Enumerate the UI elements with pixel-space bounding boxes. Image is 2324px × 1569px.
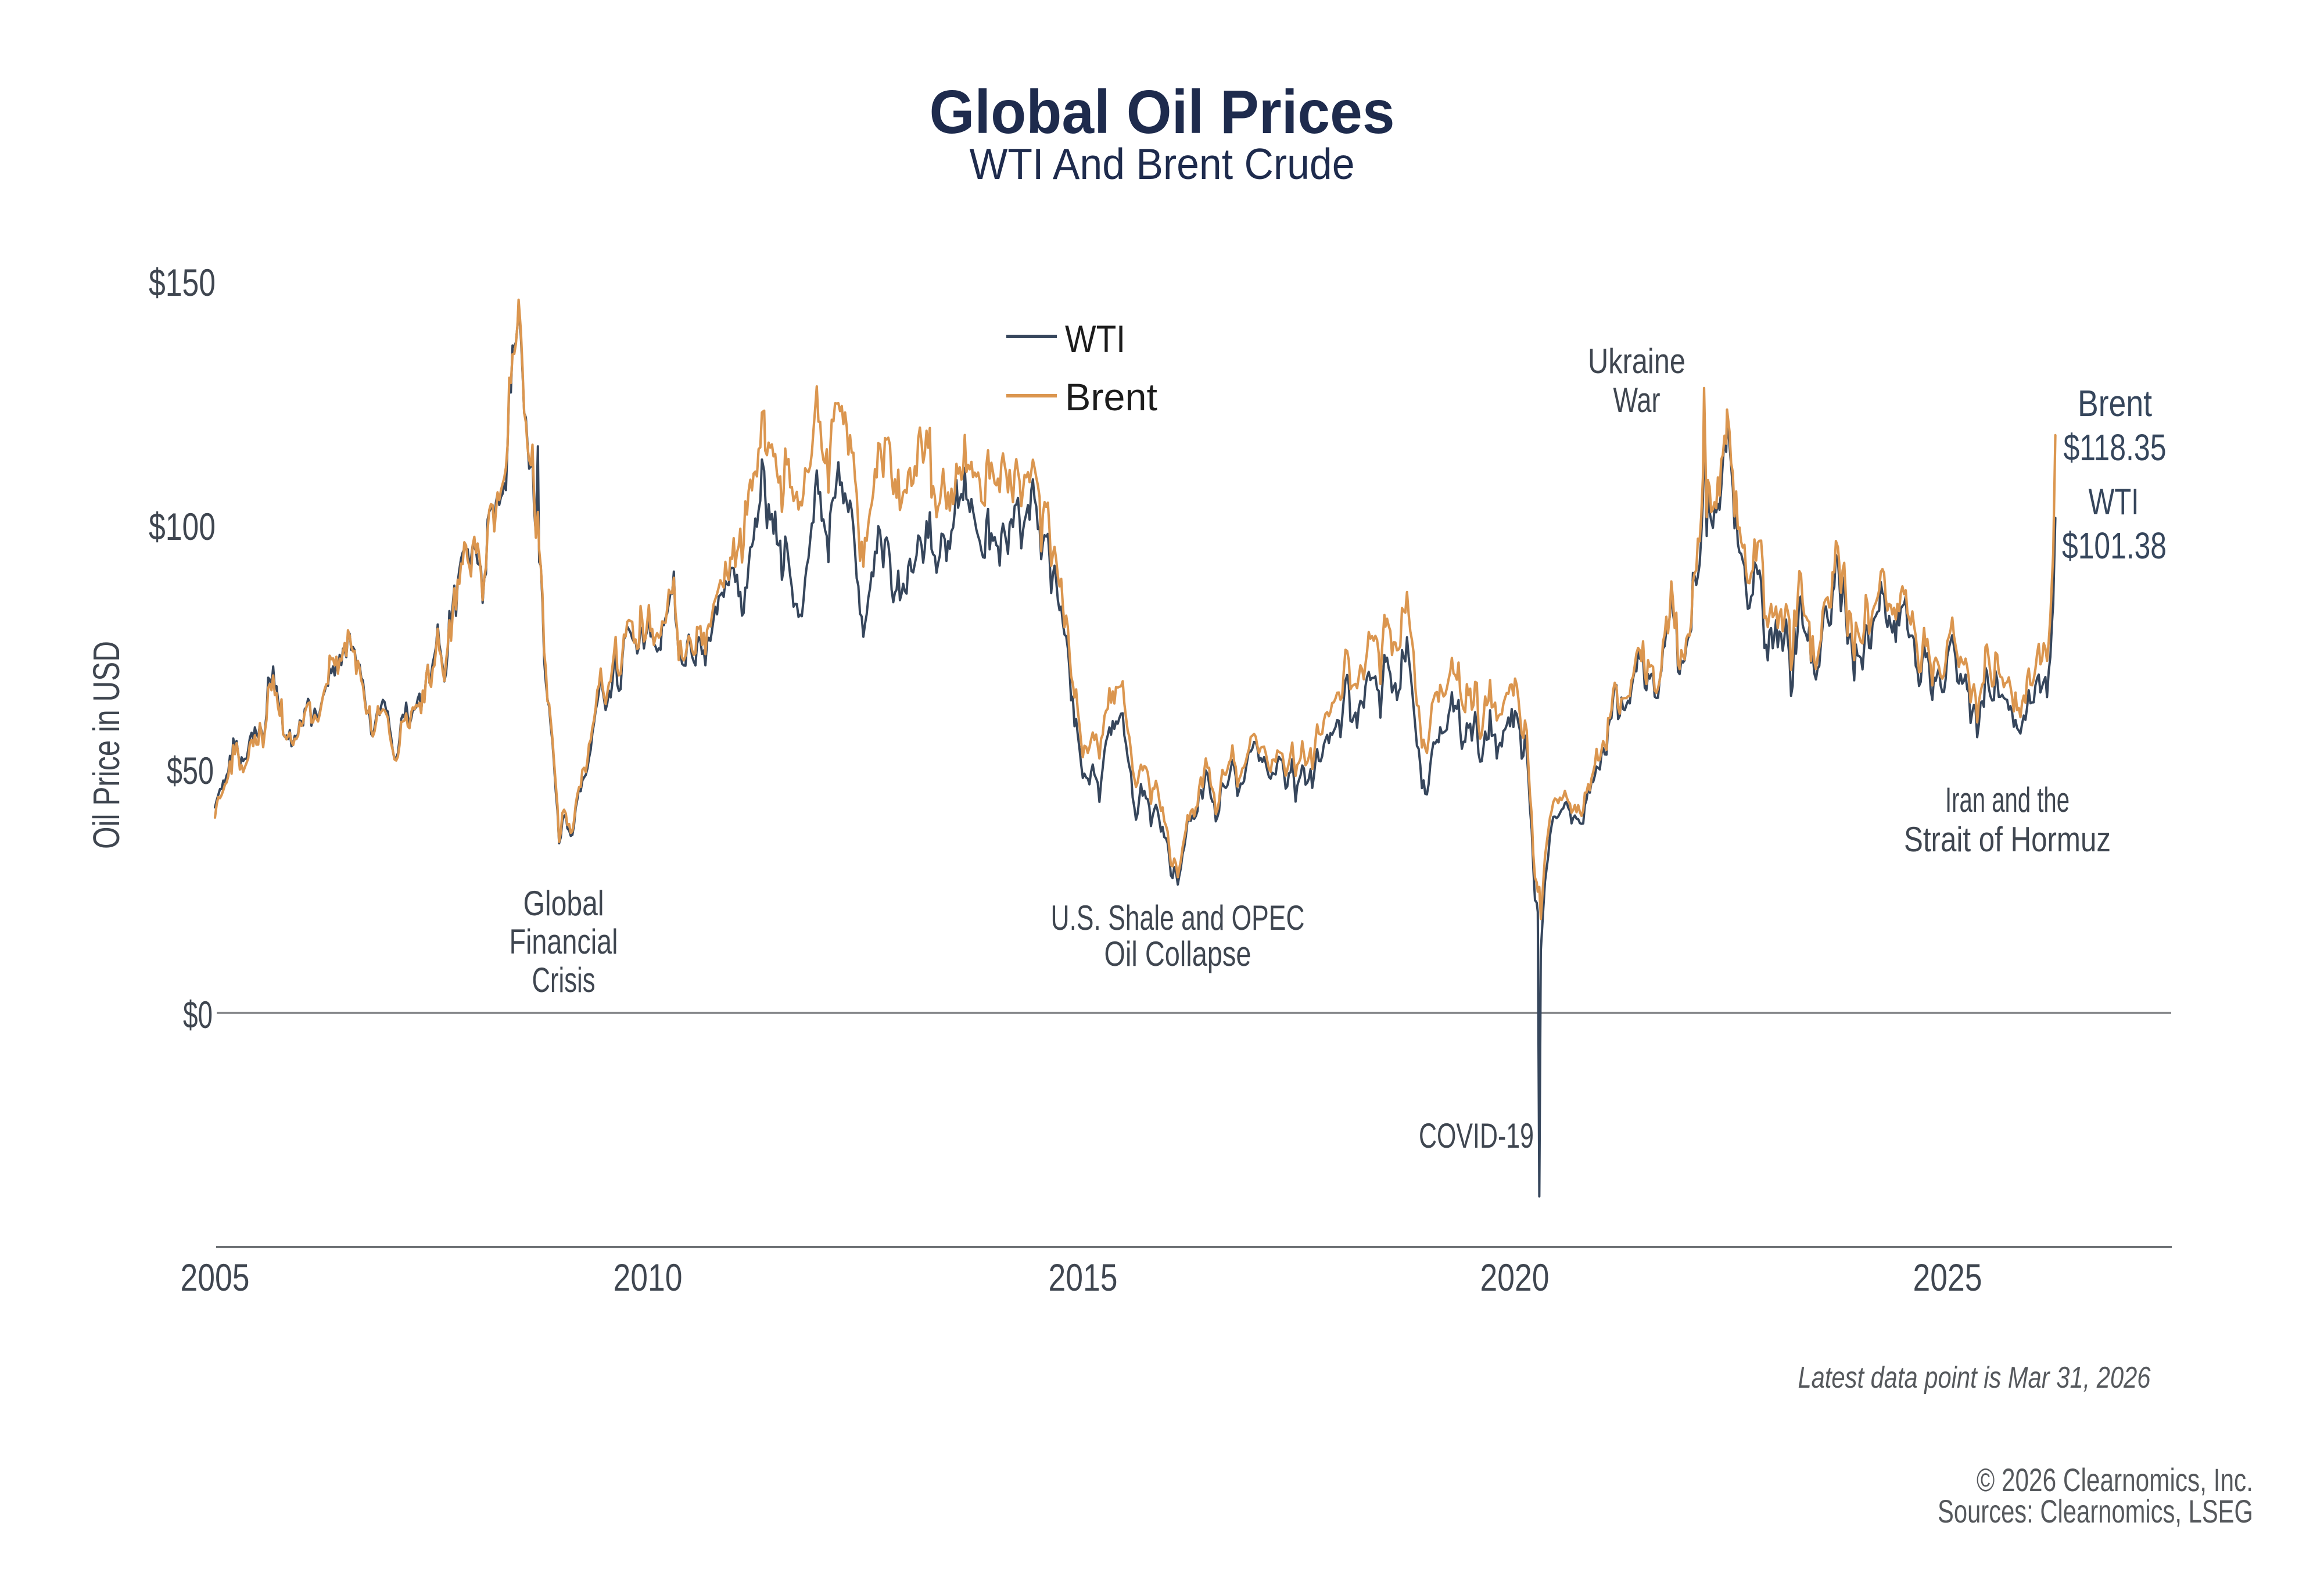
svg-text:WTI: WTI [1065,317,1125,360]
svg-text:$101.38: $101.38 [2062,525,2167,567]
svg-text:2025: 2025 [1913,1256,1982,1299]
svg-text:War: War [1613,381,1660,420]
svg-text:Global Oil Prices: Global Oil Prices [930,78,1395,146]
svg-text:2015: 2015 [1049,1256,1118,1299]
svg-text:© 2026 Clearnomics, Inc.: © 2026 Clearnomics, Inc. [1977,1461,2253,1498]
svg-text:Brent: Brent [1065,375,1157,418]
svg-text:Brent: Brent [2078,382,2152,424]
svg-text:2010: 2010 [614,1256,683,1299]
svg-text:Financial: Financial [510,922,618,961]
svg-text:WTI And Brent Crude: WTI And Brent Crude [970,139,1355,188]
svg-text:WTI: WTI [2089,481,2139,522]
svg-text:Global: Global [523,884,604,923]
svg-text:2020: 2020 [1480,1256,1550,1299]
svg-text:Iran and the: Iran and the [1945,780,2070,819]
svg-text:Oil Price in USD: Oil Price in USD [85,641,127,849]
svg-text:$100: $100 [149,505,216,548]
svg-text:U.S. Shale and OPEC: U.S. Shale and OPEC [1051,898,1305,937]
svg-text:Ukraine: Ukraine [1588,342,1685,381]
svg-text:COVID-19: COVID-19 [1419,1116,1534,1155]
svg-text:$118.35: $118.35 [2064,427,2167,468]
svg-text:Oil Collapse: Oil Collapse [1104,934,1251,973]
svg-text:$50: $50 [167,749,214,792]
svg-text:Crisis: Crisis [532,961,596,1000]
svg-text:2005: 2005 [181,1256,250,1299]
svg-text:Strait of Hormuz: Strait of Hormuz [1904,820,2111,859]
svg-text:Sources: Clearnomics, LSEG: Sources: Clearnomics, LSEG [1938,1493,2253,1529]
svg-text:Latest data point is Mar 31, 2: Latest data point is Mar 31, 2026 [1798,1361,2151,1395]
svg-text:$150: $150 [149,261,216,304]
svg-text:$0: $0 [183,993,213,1036]
